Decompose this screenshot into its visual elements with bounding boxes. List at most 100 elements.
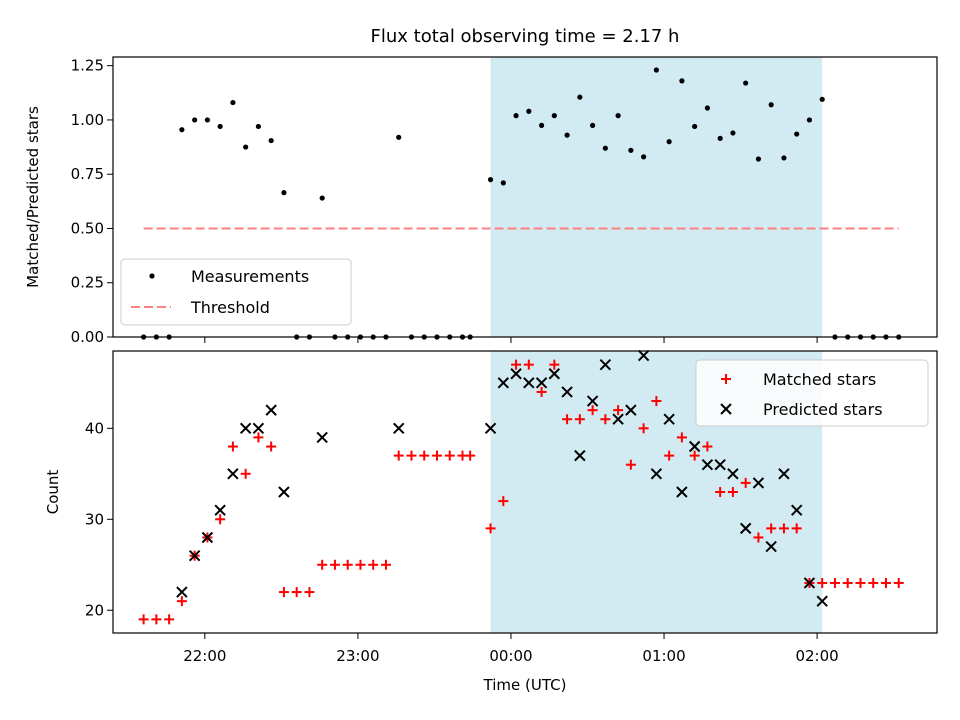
predicted-star-28 <box>701 459 714 471</box>
predicted-star-25-b <box>663 413 675 425</box>
predicted-star-33-b <box>765 540 777 553</box>
top-y-axis: 0.00 0.25 0.50 0.75 1.00 1.25 <box>71 57 113 346</box>
measurement-point-38 <box>628 147 634 153</box>
count-panel: 20 30 40 22:00 23:00 00:00 01:00 02:00 Count T… <box>44 349 938 694</box>
measurement-point-4 <box>192 117 198 123</box>
predicted-star-12 <box>497 377 510 389</box>
bottom-x-axis: 22:00 23:00 00:00 01:00 02:00 <box>183 633 839 665</box>
matched-star-14 <box>317 559 328 570</box>
x-axis-label: Time (UTC) <box>483 676 567 694</box>
chart-title: Flux total observing time = 2.17 h <box>371 26 680 47</box>
predicted-star-37-b <box>816 595 828 607</box>
measurement-point-40 <box>653 67 659 73</box>
matched-star-53 <box>817 577 828 588</box>
predicted-star-15 <box>535 377 548 389</box>
matched-star-1 <box>151 614 162 625</box>
matched-star-7 <box>227 441 238 452</box>
predicted-star-24-b <box>650 468 663 480</box>
predicted-star-27 <box>688 440 701 453</box>
predicted-star-1 <box>188 549 201 562</box>
measurement-point-53 <box>819 96 825 102</box>
matched-star-22 <box>419 450 430 461</box>
matched-star-54 <box>829 577 840 588</box>
matched-star-58 <box>880 577 891 588</box>
predicted-star-31-b <box>739 522 752 535</box>
predicted-star-12-b <box>497 377 510 389</box>
predicted-star-7 <box>265 404 277 416</box>
top-legend: Measurements Threshold <box>120 258 352 326</box>
predicted-star-9 <box>316 431 328 444</box>
x-tick-label-1: 23:00 <box>336 647 379 665</box>
ratio-panel: 0.00 0.25 0.50 0.75 1.00 1.25 Matched/Predict… <box>24 56 938 346</box>
measurement-point-35 <box>590 122 596 128</box>
matched-star-28 <box>498 496 509 507</box>
matched-star-57 <box>868 577 879 588</box>
top-y-tick-label-4: 1.00 <box>71 111 104 129</box>
measurement-point-7 <box>230 99 236 106</box>
measurement-point-42 <box>679 78 685 84</box>
predicted-star-32-b <box>752 477 765 489</box>
matched-star-23 <box>431 450 442 461</box>
measurement-point-33 <box>564 132 570 138</box>
predicted-star-18-b <box>574 449 586 462</box>
matched-star-17 <box>355 559 366 570</box>
measurement-point-3 <box>179 127 185 133</box>
predicted-star-31 <box>739 522 752 535</box>
top-y-tick-label-1: 0.25 <box>71 274 104 292</box>
matched-star-41 <box>664 450 675 461</box>
predicted-star-20 <box>599 358 612 371</box>
top-legend-box <box>120 258 352 326</box>
matched-star-9 <box>253 432 264 443</box>
matched-star-8 <box>240 468 251 479</box>
predicted-star-0 <box>176 586 188 598</box>
predicted-star-0-b <box>176 586 188 598</box>
predicted-star-34-b <box>778 468 790 480</box>
legend-threshold-label: Threshold <box>190 298 270 317</box>
predicted-star-21 <box>612 413 624 425</box>
matched-star-13 <box>304 587 315 598</box>
predicted-star-23 <box>637 349 650 362</box>
measurement-point-20 <box>396 134 402 140</box>
predicted-star-16-b <box>548 368 561 380</box>
predicted-star-32 <box>752 477 765 489</box>
bottom-plot-frame <box>112 350 938 634</box>
top-plot-frame <box>112 56 938 338</box>
matched-star-42 <box>676 432 687 443</box>
matched-star-16 <box>342 559 353 570</box>
predicted-star-35-b <box>790 504 803 516</box>
legend-x-glyph-b <box>720 403 732 415</box>
matched-star-45 <box>715 487 726 497</box>
measurement-point-32 <box>551 113 557 119</box>
predicted-star-26-b <box>676 486 688 498</box>
x-tick-label-3: 01:00 <box>642 647 685 665</box>
legend-predicted-label: Predicted stars <box>763 400 883 419</box>
predicted-star-26 <box>676 486 688 498</box>
top-y-tick-label-0: 0.00 <box>71 328 104 346</box>
measurement-point-47 <box>743 80 749 86</box>
measurement-point-46 <box>730 130 736 136</box>
matched-star-24 <box>444 450 455 461</box>
predicted-star-10 <box>393 422 405 435</box>
measurement-point-28 <box>500 180 506 186</box>
predicted-star-14 <box>523 377 535 389</box>
predicted-star-36 <box>803 577 816 589</box>
matched-star-35 <box>587 405 598 416</box>
predicted-star-17 <box>561 386 573 398</box>
predicted-star-15-b <box>535 377 548 389</box>
measurement-point-45 <box>717 135 723 141</box>
top-x-ticks <box>204 337 818 343</box>
matched-star-15 <box>329 559 340 570</box>
predicted-star-1-b <box>188 549 201 562</box>
measurement-point-11 <box>281 190 287 196</box>
matched-star-59 <box>893 577 904 588</box>
matched-star-10 <box>266 441 277 452</box>
matched-star-51 <box>791 523 802 534</box>
predicted-star-6 <box>252 422 265 435</box>
legend-matched-label: Matched stars <box>763 370 876 389</box>
top-y-tick-label-5: 1.25 <box>71 57 104 75</box>
predicted-star-29 <box>714 459 726 471</box>
measurement-point-5 <box>204 117 210 123</box>
matched-star-30 <box>523 359 534 370</box>
matched-star-29 <box>511 359 522 370</box>
legend-x-glyph <box>720 403 732 415</box>
